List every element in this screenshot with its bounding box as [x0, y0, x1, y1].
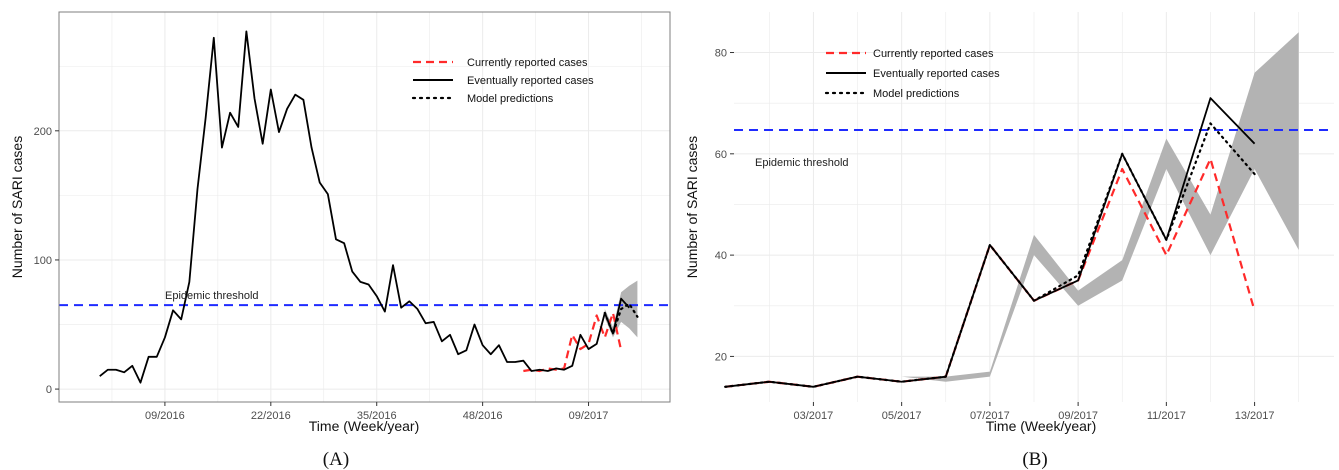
series-lines-b	[724, 97, 1256, 388]
y-ticks-a: 0 100 200	[34, 126, 59, 396]
x-axis-title-a: Time (Week/year)	[309, 418, 419, 434]
legend-label-eventual-a: Eventually reported cases	[467, 75, 594, 87]
y-ticks-b: 20 40 60 80	[715, 48, 734, 363]
series-line-model-predictions	[724, 122, 1256, 388]
y-axis-title-b: Number of SARI cases	[684, 136, 700, 278]
y-tick-label: 80	[715, 48, 727, 60]
x-tick-label: 09/2017	[1058, 410, 1098, 422]
x-ticks-b: 03/2017 05/2017 07/2017 09/2017 11/2017 13/20…	[794, 402, 1275, 422]
x-tick-label: 09/2017	[569, 410, 609, 422]
legend-a: Currently reported cases Eventually repo…	[411, 57, 594, 105]
legend-label-current-a: Currently reported cases	[467, 57, 588, 69]
x-tick-label: 09/2016	[145, 410, 185, 422]
panel-caption-a: (A)	[323, 449, 349, 470]
y-tick-label: 0	[46, 384, 52, 396]
plot-border-a	[58, 11, 671, 403]
legend-label-model-a: Model predictions	[467, 93, 554, 105]
y-tick-label: 60	[715, 149, 727, 161]
series-line-currently-reported	[523, 311, 623, 373]
threshold-label-a: Epidemic threshold	[165, 290, 259, 302]
threshold-label-b: Epidemic threshold	[755, 157, 849, 169]
prediction-interval-band	[901, 32, 1299, 382]
prediction-band-b	[901, 32, 1299, 382]
y-tick-label: 200	[34, 126, 52, 138]
x-tick-label: 03/2017	[794, 410, 834, 422]
x-tick-label: 35/2016	[357, 410, 397, 422]
x-axis-title-b: Time (Week/year)	[986, 418, 1096, 434]
legend-label-current-b: Currently reported cases	[873, 48, 994, 60]
plot-area-a	[59, 12, 670, 402]
y-tick-label: 100	[34, 255, 52, 267]
series-lines-a	[99, 30, 639, 384]
chart-panel-a: 09/2016 22/2016 35/2016 48/2016 09/2017 0 100…	[9, 11, 671, 470]
gridlines-a	[59, 12, 670, 402]
x-tick-label: 22/2016	[251, 410, 291, 422]
series-line-model-predictions	[603, 302, 639, 335]
legend-label-model-b: Model predictions	[873, 88, 960, 100]
x-tick-label: 11/2017	[1147, 410, 1186, 422]
y-tick-label: 20	[715, 351, 727, 363]
legend-label-eventual-b: Eventually reported cases	[873, 68, 1000, 80]
series-line-eventually-reported	[99, 30, 630, 384]
panel-caption-b: (B)	[1022, 449, 1047, 470]
x-tick-label: 13/2017	[1235, 410, 1275, 422]
y-axis-title-a: Number of SARI cases	[9, 136, 25, 278]
legend-b: Currently reported cases Eventually repo…	[824, 48, 1000, 100]
x-ticks-a: 09/2016 22/2016 35/2016 48/2016 09/2017	[145, 402, 608, 422]
x-tick-label: 07/2017	[970, 410, 1010, 422]
x-tick-label: 05/2017	[882, 410, 922, 422]
y-tick-label: 40	[715, 250, 727, 262]
chart-panel-b: 03/2017 05/2017 07/2017 09/2017 11/2017 13/20…	[684, 12, 1334, 470]
x-tick-label: 48/2016	[463, 410, 503, 422]
